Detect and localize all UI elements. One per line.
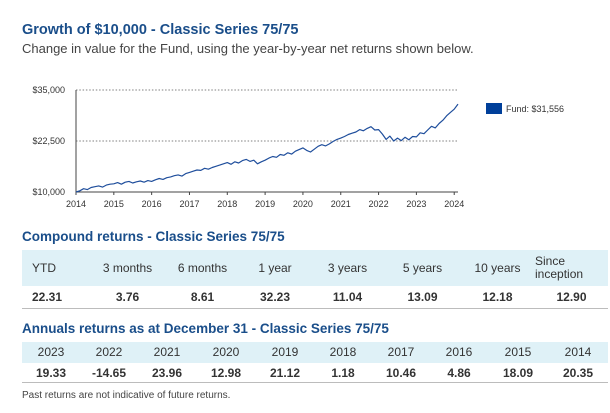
- plot-area: [75, 103, 459, 193]
- chart-legend: Fund: $31,556: [486, 103, 564, 114]
- x-tick-label: 2017: [179, 199, 199, 209]
- x-tick-label: 2014: [66, 199, 86, 209]
- compound-returns-value-cell: 13.09: [407, 290, 438, 304]
- compound-returns-header-cell: 3 months: [102, 260, 153, 275]
- annual-returns-header-cell: 2018: [329, 345, 357, 360]
- compound-returns-header-cell: YTD: [32, 260, 56, 275]
- compound-returns-value-cell: 32.23: [259, 290, 291, 304]
- compound-returns-header-row: YTD 3 months 6 months 1 year 3 years 5 years 1…: [22, 250, 608, 286]
- legend-swatch: [486, 103, 502, 114]
- annual-returns-header-cell: 2020: [212, 345, 240, 360]
- chart-subtitle: Change in value for the Fund, using the …: [22, 41, 474, 56]
- x-tick-label: 2024: [444, 199, 464, 209]
- annual-returns-header-cell: 2022: [95, 345, 123, 360]
- compound-returns-header-cell: 10 years: [474, 260, 521, 275]
- y-tick-label: $35,000: [32, 85, 65, 95]
- x-axis: 2014 2015 2016 2017 2018 2019 2020 2021 2022 2023…: [66, 191, 464, 209]
- annual-returns-value-cell: 10.46: [385, 365, 417, 380]
- annual-returns-value-cell: 20.35: [562, 365, 594, 380]
- annual-returns-value-cell: 21.12: [269, 365, 301, 380]
- x-tick-label: 2023: [406, 199, 426, 209]
- fund-series-line: [75, 103, 459, 193]
- compound-returns-header-cell: 3 years: [327, 260, 368, 275]
- growth-chart: $10,000$22,500$35,000 2014 2015 2016 2017 20…: [32, 85, 464, 209]
- compound-returns-header-cell: Since inception: [535, 254, 584, 281]
- annual-returns-header-cell: 2014: [564, 345, 592, 360]
- compound-returns-value-cell: 8.61: [190, 290, 215, 304]
- annual-returns-header-cell: 2019: [271, 345, 299, 360]
- x-tick-label: 2018: [217, 199, 237, 209]
- compound-returns-header-cell: 1 year: [258, 260, 292, 275]
- compound-returns-value-cell: 11.04: [332, 290, 363, 304]
- x-tick-label: 2022: [369, 199, 389, 209]
- annual-returns-header-cell: 2017: [387, 345, 415, 360]
- annual-returns-value-cell: 23.96: [151, 365, 183, 380]
- disclaimer-note: Past returns are not indicative of futur…: [22, 390, 231, 401]
- annual-returns-title: Annuals returns as at December 31 - Clas…: [22, 321, 389, 336]
- y-tick-label: $22,500: [32, 136, 65, 146]
- annual-returns-header-cell: 2021: [153, 345, 181, 360]
- compound-returns-value-cell: 12.90: [556, 290, 587, 304]
- annual-returns-value-cell: 1.18: [331, 365, 355, 380]
- compound-returns-title: Compound returns - Classic Series 75/75: [22, 229, 285, 244]
- compound-returns-header-cell: 5 years: [402, 260, 443, 275]
- annual-returns-header-row: 2023 2022 2021 2020 2019 2018 2017 2016 2015 2014: [22, 342, 608, 363]
- annual-returns-table: 2023 2022 2021 2020 2019 2018 2017 2016 2015 2014…: [22, 342, 608, 383]
- annual-returns-value-row: 19.33 -14.65 23.96 12.98 21.12 1.18 10.46 4.86 1…: [22, 363, 608, 383]
- annual-returns-value-cell: 19.33: [35, 365, 67, 380]
- compound-returns-table: YTD 3 months 6 months 1 year 3 years 5 years 1…: [22, 250, 608, 309]
- legend-label: Fund: $31,556: [506, 103, 565, 114]
- compound-returns-value-cell: 12.18: [482, 290, 513, 304]
- annual-returns-header-cell: 2015: [504, 345, 532, 360]
- compound-returns-header-cell: 6 months: [177, 260, 228, 275]
- chart-title: Growth of $10,000 - Classic Series 75/75: [22, 22, 299, 38]
- x-tick-label: 2020: [293, 199, 313, 209]
- compound-returns-value-cell: 3.76: [115, 290, 140, 304]
- y-tick-label: $10,000: [32, 187, 65, 197]
- annual-returns-value-cell: 12.98: [210, 365, 242, 380]
- compound-returns-value-row: 22.31 3.76 8.61 32.23 11.04 13.09 12.18 12.90: [22, 286, 608, 309]
- x-tick-label: 2019: [255, 199, 275, 209]
- x-tick-label: 2021: [331, 199, 351, 209]
- annual-returns-header-cell: 2023: [37, 345, 65, 360]
- y-axis: $10,000 $22,500 $35,000: [32, 85, 458, 197]
- x-tick-label: 2015: [104, 199, 124, 209]
- x-tick-label: 2016: [142, 199, 162, 209]
- compound-returns-value-cell: 22.31: [32, 290, 63, 304]
- annual-returns-value-cell: -14.65: [91, 365, 127, 380]
- annual-returns-header-cell: 2016: [445, 345, 473, 360]
- annual-returns-value-cell: 4.86: [447, 365, 471, 380]
- annual-returns-value-cell: 18.09: [502, 365, 534, 380]
